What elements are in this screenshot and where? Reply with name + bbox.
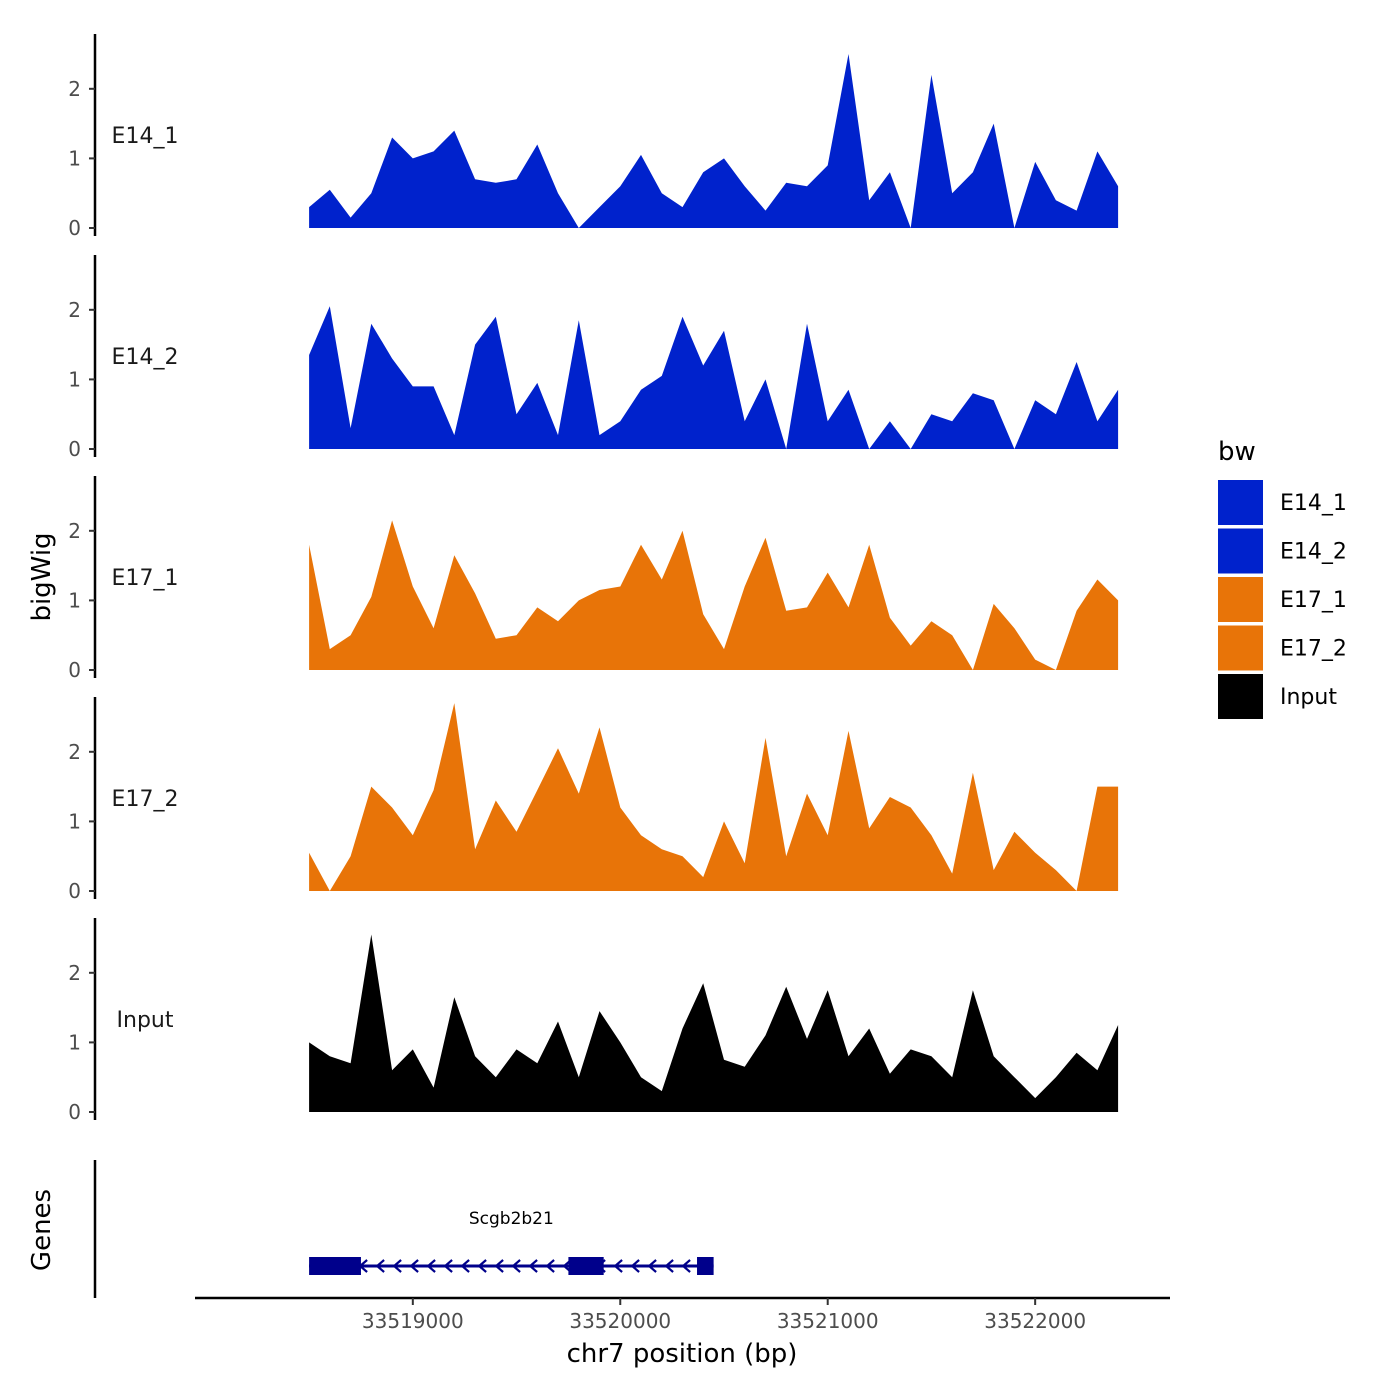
signal-area [309,934,1119,1112]
signal-area [309,306,1119,449]
y-tick-label: 2 [68,77,81,101]
strand-arrow [545,1259,555,1273]
strand-arrow [375,1259,385,1273]
coverage-tracks: 0 1 2 E14_1 0 1 2 E14_2 0 1 2 E17_1 0 1 2 E17_2 0 1 2 Input [68,34,1119,1124]
legend-label: E14_1 [1280,491,1347,516]
legend-title: bw [1218,437,1256,467]
track-e17-2: 0 1 2 E17_2 [68,697,1119,903]
strand-arrow [426,1259,436,1273]
y-tick-label: 0 [68,1100,81,1124]
y-tick-label: 1 [68,809,81,833]
track-e14-1: 0 1 2 E14_1 [68,34,1119,240]
legend-label: E14_2 [1280,540,1347,565]
y-tick-label: 1 [68,367,81,391]
legend-label: E17_2 [1280,637,1347,662]
strand-arrow [664,1259,674,1273]
legend-label: E17_1 [1280,588,1347,613]
gene-name: Scgb2b21 [469,1209,554,1229]
strand-arrow [647,1259,657,1273]
legend-key [1218,625,1263,671]
signal-area [309,54,1119,228]
legend-key [1218,480,1263,525]
x-tick-label: 33522000 [984,1309,1086,1333]
strand-arrow [477,1259,487,1273]
legend-key [1218,528,1263,574]
x-tick-label: 33520000 [569,1309,671,1333]
legend-label: Input [1280,685,1337,710]
y-tick-label: 0 [68,216,81,240]
legend-key [1218,674,1263,719]
x-axis-title: chr7 position (bp) [567,1339,798,1369]
track-label: E14_1 [112,124,179,149]
x-axis: 33519000 33520000 33521000 33522000 [195,1296,1170,1333]
strand-arrow [528,1259,538,1273]
gene-exon [568,1257,604,1275]
gene-track: Scgb2b21 [93,1160,714,1298]
legend-key [1218,577,1263,622]
x-tick-label: 33519000 [362,1309,464,1333]
strand-arrow [409,1259,419,1273]
strand-arrow [511,1259,521,1273]
y-tick-label: 2 [68,740,81,764]
x-tick-label: 33521000 [777,1309,879,1333]
track-e17-1: 0 1 2 E17_1 [68,476,1119,682]
y-tick-label: 2 [68,298,81,322]
strand-arrow [630,1259,640,1273]
y-tick-label: 0 [68,879,81,903]
track-e14-2: 0 1 2 E14_2 [68,255,1119,461]
strand-arrow [494,1259,504,1273]
track-input: 0 1 2 Input [68,918,1119,1124]
strand-arrow [460,1259,470,1273]
y-tick-label: 1 [68,588,81,612]
strand-arrow [613,1259,623,1273]
track-label: Input [117,1008,174,1033]
gene-exon [309,1257,361,1275]
legend: bw E14_1 E14_2 E17_1 E17_2 Input [1218,437,1347,719]
strand-arrow [443,1259,453,1273]
y-tick-label: 1 [68,1030,81,1054]
strand-arrow [392,1259,402,1273]
y-tick-label: 0 [68,658,81,682]
y-tick-label: 1 [68,146,81,170]
strand-arrow [681,1259,691,1273]
track-label: E17_2 [112,787,179,812]
track-label: E14_2 [112,345,179,370]
signal-area [309,703,1119,891]
track-label: E17_1 [112,566,179,591]
y-tick-label: 2 [68,519,81,543]
y-axis-title: bigWig [27,532,57,621]
gene-exon [697,1257,714,1275]
genes-axis-title: Genes [27,1189,57,1271]
y-tick-label: 0 [68,437,81,461]
y-tick-label: 2 [68,961,81,985]
signal-area [309,520,1119,670]
